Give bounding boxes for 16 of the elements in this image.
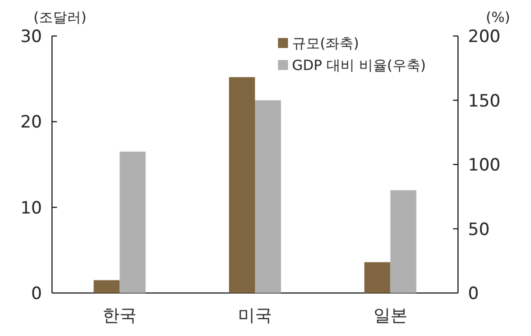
y2tick: 200 [468, 27, 500, 47]
xtick: 한국 [102, 306, 137, 326]
y2tick: 150 [468, 91, 500, 112]
y2tick: 100 [468, 156, 500, 176]
ytick: 30 [20, 27, 42, 47]
legend: 규모(좌축) [292, 36, 359, 52]
ytick: 0 [31, 284, 42, 304]
y2tick: 0 [468, 284, 479, 304]
legend: GDP 대비 비율(우축) [292, 58, 426, 74]
y2tick: 50 [468, 220, 490, 240]
y2label: (%) [486, 10, 510, 26]
xtick: 일본 [373, 306, 408, 326]
ylabel: (조달러) [34, 10, 86, 26]
ytick: 10 [20, 198, 42, 218]
ytick: 20 [20, 112, 42, 133]
xtick: 미국 [238, 306, 272, 326]
